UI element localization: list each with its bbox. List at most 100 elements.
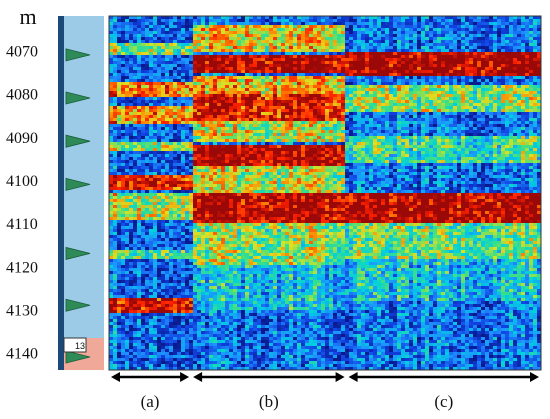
heatmap-cell [273,46,278,50]
heatmap-cell [177,55,182,59]
heatmap-cell [209,337,214,341]
heatmap-cell [181,76,186,80]
heatmap-cell [209,145,214,149]
heatmap-cell [185,193,190,197]
heatmap-cell [273,361,278,365]
heatmap-cell [129,316,134,320]
heatmap-cell [201,304,206,308]
heatmap-cell [113,361,118,365]
heatmap-cell [113,232,118,236]
heatmap-cell [237,196,242,200]
heatmap-cell [221,319,226,323]
heatmap-cell [141,355,146,359]
heatmap-cell [161,181,166,185]
heatmap-cell [185,130,190,134]
heatmap-cell [117,160,122,164]
heatmap-cell [149,295,154,299]
heatmap-cell [173,283,178,287]
heatmap-cell [165,160,170,164]
heatmap-cell [209,124,214,128]
heatmap-cell [221,331,226,335]
heatmap-cell [217,334,222,338]
heatmap-cell [205,166,210,170]
heatmap-cell [125,271,130,275]
heatmap-cell [117,181,122,185]
heatmap-cell [213,196,218,200]
heatmap-cell [129,331,134,335]
heatmap-cell [161,121,166,125]
heatmap-cell [233,259,238,263]
heatmap-cell [145,121,150,125]
heatmap-cell [193,205,198,209]
heatmap-cell [173,118,178,122]
heatmap-cell [109,274,114,278]
heatmap-cell [209,142,214,146]
heatmap-cell [193,340,198,344]
heatmap-cell [233,310,238,314]
heatmap-cell [169,43,174,47]
heatmap-cell [217,73,222,77]
heatmap-cell [245,190,250,194]
heatmap-cell [145,181,150,185]
heatmap-cell [265,286,270,290]
heatmap-cell [117,109,122,113]
heatmap-cell [141,121,146,125]
heatmap-cell [197,361,202,365]
heatmap-cell [165,73,170,77]
heatmap-cell [201,142,206,146]
heatmap-cell [261,286,266,290]
heatmap-cell [193,364,198,368]
heatmap-cell [189,115,194,119]
heatmap-cell [161,172,166,176]
heatmap-cell [109,202,114,206]
heatmap-cell [261,28,266,32]
heatmap-cell [133,307,138,311]
heatmap-cell [193,181,198,185]
heatmap-cell [245,274,250,278]
heatmap-cell [241,172,246,176]
heatmap-cell [209,175,214,179]
heatmap-cell [197,148,202,152]
heatmap-cell [157,58,162,62]
heatmap-cell [121,22,126,26]
heatmap-cell [121,253,126,257]
heatmap-cell [149,175,154,179]
heatmap-cell [185,325,190,329]
heatmap-cell [145,166,150,170]
heatmap-cell [149,55,154,59]
heatmap-cell [117,61,122,65]
heatmap-cell [153,112,158,116]
heatmap-cell [217,352,222,356]
heatmap-cell [221,55,226,59]
heatmap-cell [261,337,266,341]
heatmap-cell [241,313,246,317]
heatmap-cell [133,250,138,254]
heatmap-cell [193,187,198,191]
heatmap-cell [149,361,154,365]
heatmap-cell [205,115,210,119]
heatmap-cell [185,142,190,146]
heatmap-cell [249,118,254,122]
heatmap-cell [229,283,234,287]
heatmap-cell [249,187,254,191]
heatmap-cell [233,175,238,179]
heatmap-cell [121,184,126,188]
heatmap-cell [157,127,162,131]
heatmap-cell [113,79,118,83]
heatmap-cell [233,85,238,89]
heatmap-cell [177,226,182,230]
heatmap-cell [205,91,210,95]
heatmap-cell [233,316,238,320]
heatmap-cell [241,328,246,332]
heatmap-cell [173,106,178,110]
heatmap-cell [113,274,118,278]
heatmap-cell [261,58,266,62]
heatmap-cell [173,16,178,20]
heatmap-cell [269,334,274,338]
heatmap-cell [249,298,254,302]
heatmap-cell [201,43,206,47]
heatmap-cell [197,304,202,308]
heatmap-cell [189,124,194,128]
heatmap-cell [181,283,186,287]
heatmap-cell [273,274,278,278]
